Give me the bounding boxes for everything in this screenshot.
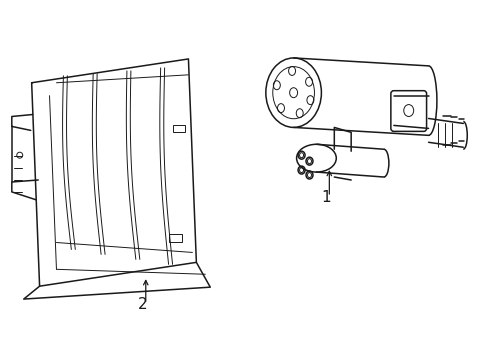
Text: 1: 1: [321, 190, 330, 205]
Text: 2: 2: [138, 297, 147, 312]
